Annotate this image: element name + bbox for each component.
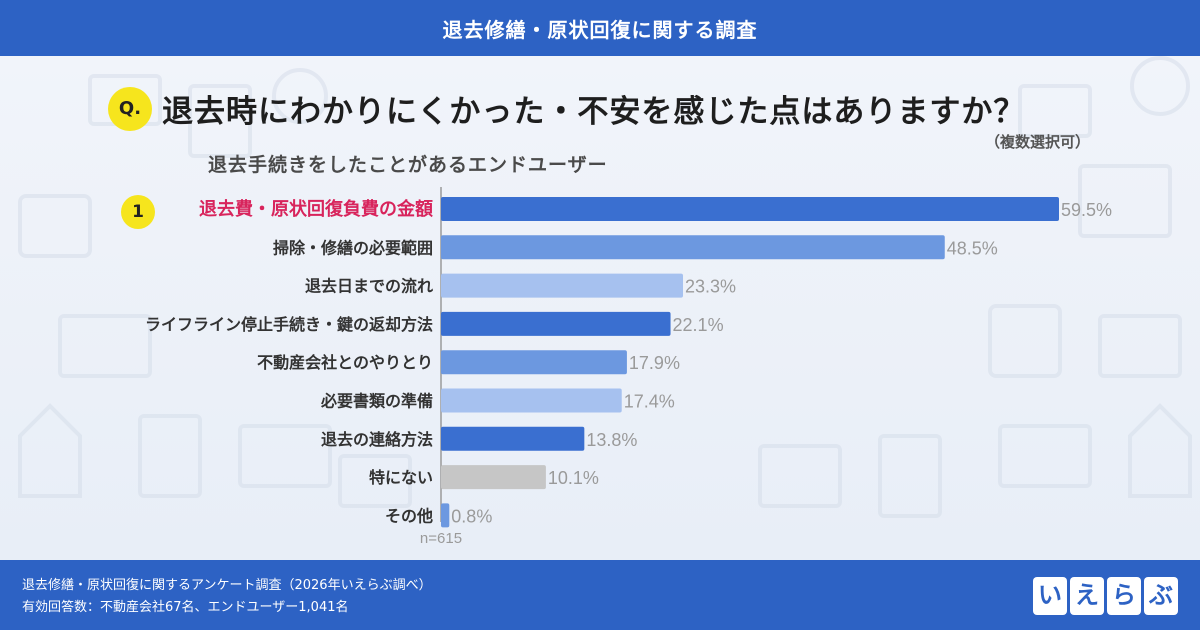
header-bar: 退去修繕・原状回復に関する調査 xyxy=(0,0,1200,56)
background-pattern-icon xyxy=(18,56,1192,518)
logo-char: え xyxy=(1070,577,1104,615)
brand-logo: い え ら ぶ xyxy=(1033,574,1178,618)
survey-name: 退去修繕・原状回復に関するアンケート調査（2026年いえらぶ調べ） xyxy=(22,578,432,593)
respondent-group-label: 退去手続きをしたことがあるエンドユーザー xyxy=(208,154,608,176)
category-label: その他 xyxy=(385,506,433,525)
value-label: 48.5% xyxy=(947,238,998,258)
category-label: 不動産会社とのやりとり xyxy=(257,353,433,372)
bar xyxy=(441,235,945,260)
value-label: 17.9% xyxy=(629,353,680,373)
logo-char: ぶ xyxy=(1144,577,1178,615)
sample-size-label: n=615 xyxy=(420,530,462,547)
background-panel xyxy=(0,56,1200,560)
bar xyxy=(441,503,450,528)
value-label: 59.5% xyxy=(1061,200,1112,220)
value-label: 22.1% xyxy=(673,315,724,335)
category-label: ライフライン停止手続き・鍵の返却方法 xyxy=(145,315,433,334)
multiple-choice-note: （複数選択可） xyxy=(984,133,1090,151)
category-label: 必要書類の準備 xyxy=(320,392,433,411)
bar xyxy=(441,197,1059,221)
response-count: 有効回答数：不動産会社67名、エンドユーザー1,041名 xyxy=(22,600,349,615)
rank-badge: 1 xyxy=(121,195,155,229)
question-text: 退去時にわかりにくかった・不安を感じた点はありますか？ xyxy=(162,94,1026,130)
category-label: 退去の連絡方法 xyxy=(321,430,433,449)
footer-bar: 退去修繕・原状回復に関するアンケート調査（2026年いえらぶ調べ） 有効回答数：… xyxy=(0,560,1200,630)
value-label: 13.8% xyxy=(586,430,637,450)
bar xyxy=(441,273,684,298)
category-label: 退去費・原状回復負費の金額 xyxy=(199,198,433,220)
question-badge: Q. xyxy=(108,86,152,131)
bar xyxy=(441,311,671,336)
value-label: 23.3% xyxy=(685,277,736,297)
bar xyxy=(441,388,622,413)
value-label: 10.1% xyxy=(548,468,599,488)
bar xyxy=(441,426,585,451)
question-row: Q. 退去時にわかりにくかった・不安を感じた点はありますか？ xyxy=(108,86,1025,131)
bar xyxy=(441,350,627,375)
page-title: 退去修繕・原状回復に関する調査 xyxy=(442,17,758,42)
category-label: 特にない xyxy=(369,468,433,487)
bar xyxy=(441,465,546,490)
logo-char: い xyxy=(1033,577,1067,615)
value-label: 17.4% xyxy=(624,392,675,412)
logo-char: ら xyxy=(1107,577,1141,615)
value-label: 0.8% xyxy=(451,506,492,526)
category-label: 退去日までの流れ xyxy=(305,277,433,296)
category-label: 掃除・修繕の必要範囲 xyxy=(273,238,433,257)
